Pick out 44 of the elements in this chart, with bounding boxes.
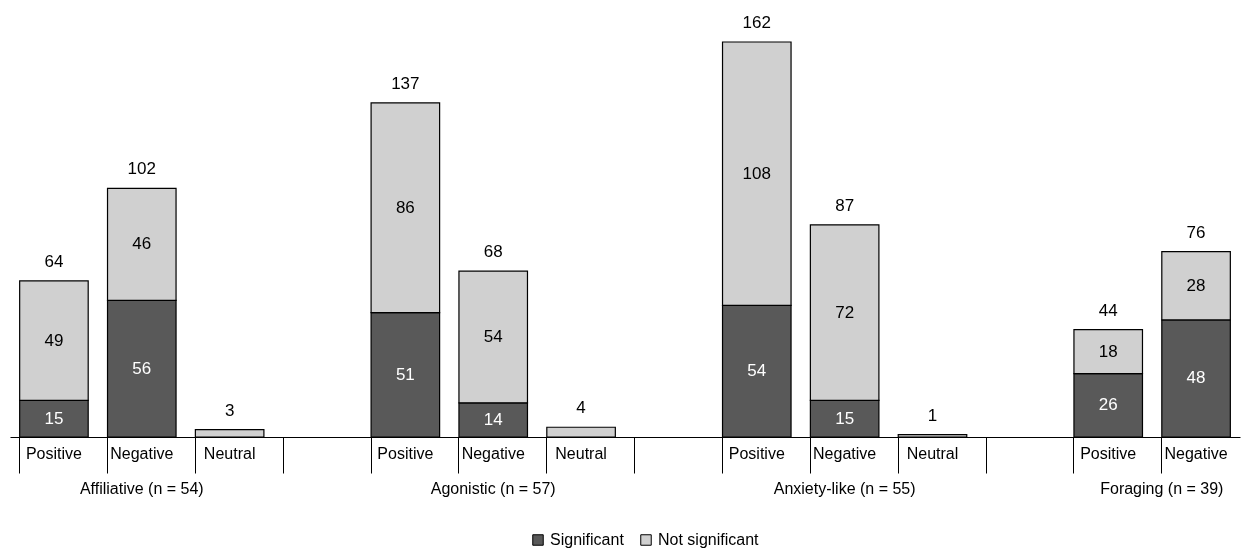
total-label: 1 [927, 405, 938, 425]
total-label: 68 [483, 242, 503, 262]
data-label: 54 [483, 327, 503, 347]
data-label: 108 [742, 163, 771, 183]
data-label: 86 [395, 197, 415, 217]
data-label: 14 [483, 409, 503, 429]
x-tick-label: Neutral [906, 444, 959, 462]
total-label: 76 [1186, 222, 1206, 242]
data-label: 54 [747, 361, 767, 381]
data-label: 26 [1098, 395, 1118, 415]
x-tick-label: Negative [110, 444, 174, 462]
total-label: 137 [391, 73, 420, 93]
total-label: 3 [224, 400, 235, 420]
data-label: 56 [132, 358, 152, 378]
total-label: 162 [742, 13, 771, 32]
x-tick-label: Negative [1164, 444, 1228, 462]
x-tick-label: Negative [461, 444, 525, 462]
x-tick-label: Neutral [555, 444, 607, 462]
legend-label: Significant [550, 531, 625, 548]
data-label: 48 [1186, 368, 1206, 388]
x-tick-label: Positive [377, 444, 434, 462]
data-label: 49 [44, 330, 64, 350]
text: Foraging (n = 39) [1100, 480, 1224, 497]
text: Agonistic (n = 57) [430, 480, 556, 497]
text: Anxiety-like (n = 55) [773, 480, 916, 497]
text: Affiliative (n = 54) [79, 480, 204, 497]
data-label: 15 [835, 408, 855, 428]
x-tick-label: Positive [1080, 444, 1137, 462]
data-label: 72 [835, 302, 855, 322]
total-label: 102 [127, 159, 156, 179]
x-tick-label: Positive [25, 444, 83, 462]
data-label: 28 [1186, 275, 1206, 295]
total-label: 64 [44, 251, 64, 271]
x-tick-label: Positive [728, 444, 785, 462]
total-label: 87 [835, 195, 855, 215]
data-label: 15 [44, 408, 64, 428]
x-tick-label: Neutral [203, 444, 256, 462]
legend-label: Not significant [658, 531, 760, 548]
data-label: 46 [132, 234, 152, 254]
total-label: 44 [1098, 300, 1118, 320]
x-tick-label: Negative [813, 444, 877, 462]
data-label: 18 [1098, 341, 1118, 361]
total-label: 4 [576, 398, 586, 418]
data-label: 51 [395, 364, 415, 384]
